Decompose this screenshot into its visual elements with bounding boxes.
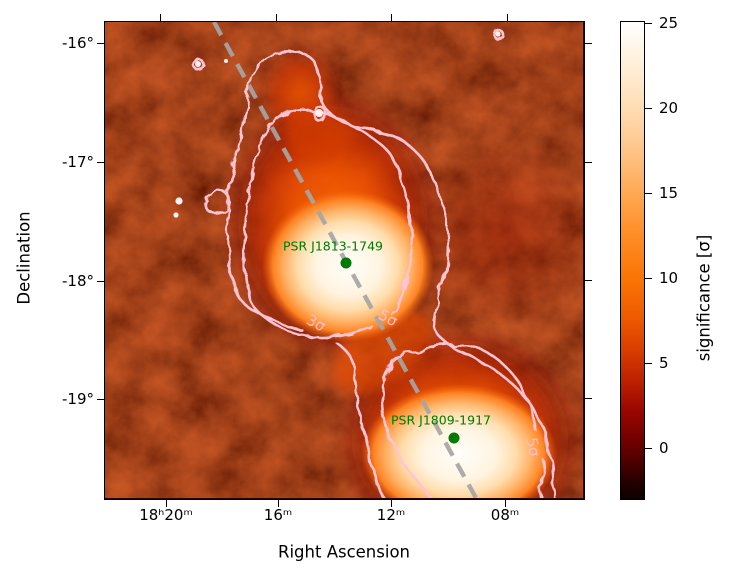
colorbar-tick <box>645 108 652 110</box>
x-tick-label: 16ᵐ <box>263 506 293 524</box>
psr-j1813-label: PSR J1813-1749 <box>283 238 383 254</box>
colorbar-tick <box>645 23 652 25</box>
contour-island <box>191 57 205 71</box>
faint-glow <box>410 137 583 327</box>
x-tick-top <box>160 14 162 21</box>
y-tick <box>97 281 104 283</box>
x-tick-label: 08ᵐ <box>490 506 520 524</box>
colorbar-tick-label: 0 <box>659 439 669 457</box>
colorbar-tick <box>645 363 652 365</box>
x-tick <box>391 500 393 507</box>
colorbar <box>620 21 645 500</box>
y-tick <box>97 162 104 164</box>
sky-map-panel: PSR J1813-1749 PSR J1809-1917 3σ 5σ 5σ <box>104 21 585 500</box>
colorbar-tick <box>645 193 652 195</box>
colorbar-tick-label: 5 <box>659 354 669 372</box>
colorbar-tick-label: 25 <box>659 14 679 32</box>
colorbar-tick-label: 10 <box>659 269 679 287</box>
x-tick-top <box>391 14 393 21</box>
contour-5sigma-upper <box>243 107 413 339</box>
contour-label-5sigma-right: 5σ <box>522 436 544 458</box>
x-tick-label: 12ᵐ <box>376 506 406 524</box>
contour-island <box>203 191 231 213</box>
colorbar-title: significance [σ] <box>694 234 714 362</box>
contour-island <box>492 28 504 40</box>
x-tick-label: 18ʰ20ᵐ <box>139 506 193 524</box>
x-tick <box>166 500 168 507</box>
y-tick <box>97 43 104 45</box>
x-tick-top <box>507 14 509 21</box>
point-sources <box>173 31 501 218</box>
y-tick-right <box>585 43 592 45</box>
y-tick-label: -16° <box>62 34 94 52</box>
y-tick-right <box>585 162 592 164</box>
sky-map-image <box>105 22 583 498</box>
psr-j1809-label: PSR J1809-1917 <box>391 412 491 428</box>
colorbar-tick <box>645 448 652 450</box>
y-tick <box>97 399 104 401</box>
x-tick-top <box>276 14 278 21</box>
psr-j1809-marker <box>448 432 460 444</box>
y-tick-label: -17° <box>62 153 94 171</box>
colorbar-tick <box>645 278 652 280</box>
contours <box>191 28 555 498</box>
y-tick-right <box>585 280 592 282</box>
y-axis-title: Declination <box>14 211 34 305</box>
y-tick-label: -19° <box>62 390 94 408</box>
x-tick <box>505 500 507 507</box>
contour-5sigma-lower <box>380 342 545 498</box>
psr-j1813-marker <box>340 257 352 269</box>
y-tick-label: -18° <box>62 272 94 290</box>
contour-island <box>311 105 327 121</box>
x-axis-title: Right Ascension <box>278 542 410 562</box>
y-tick-right <box>585 398 592 400</box>
colorbar-tick-label: 20 <box>659 99 679 117</box>
x-tick <box>278 500 280 507</box>
colorbar-tick-label: 15 <box>659 184 679 202</box>
